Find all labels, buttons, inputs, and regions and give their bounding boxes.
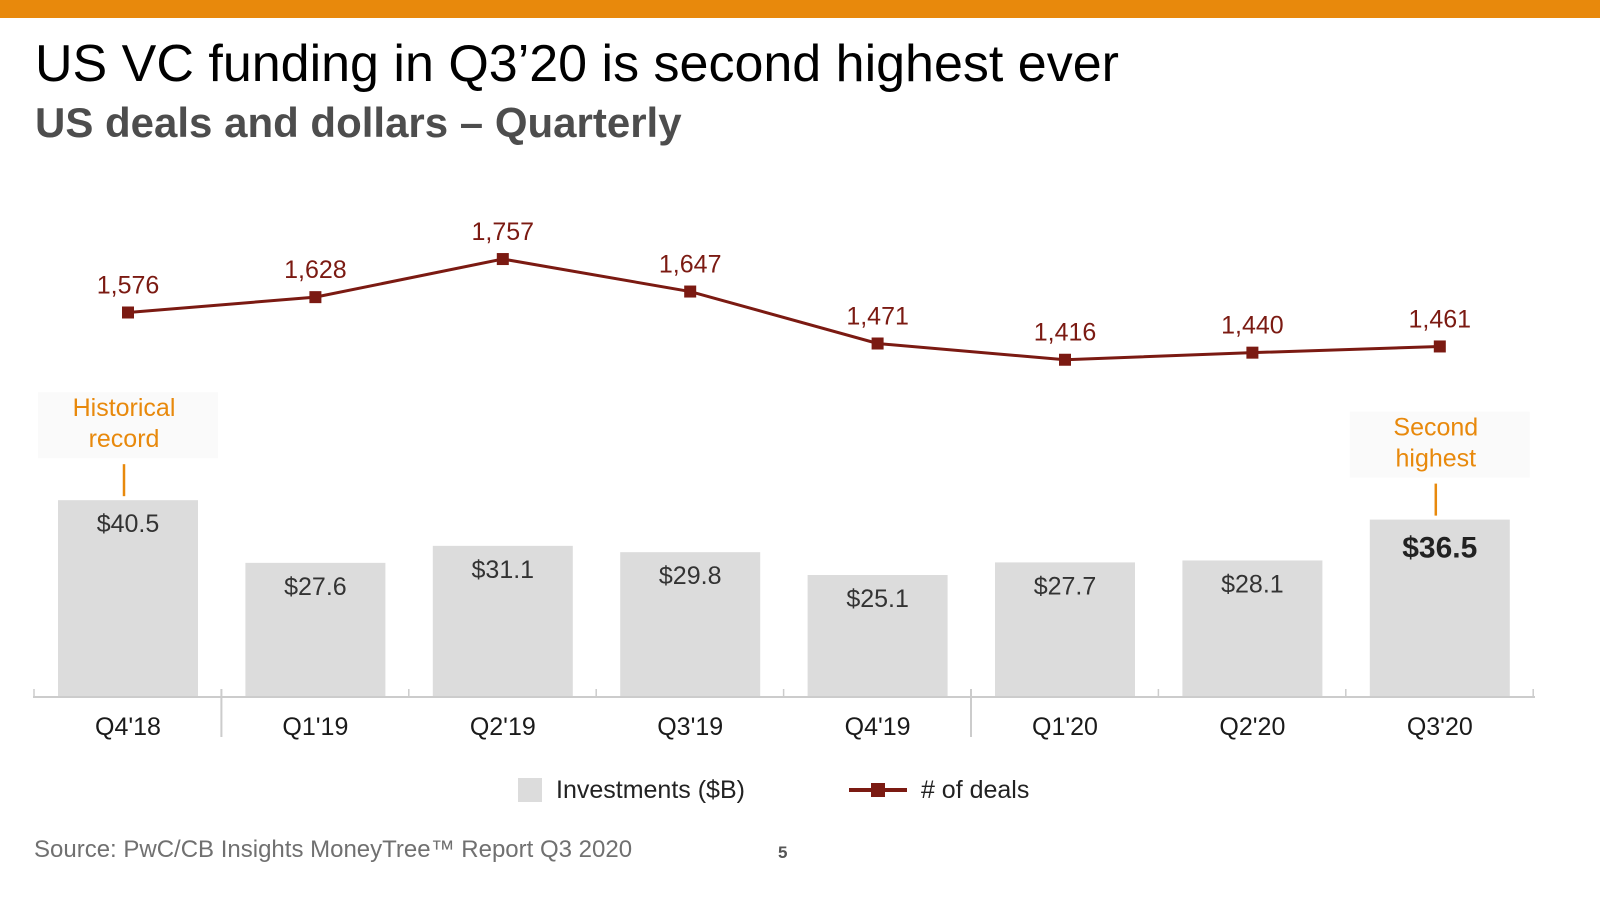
legend-item-investments: Investments ($B) (518, 776, 745, 805)
legend-item-deals: # of deals (848, 775, 1030, 805)
legend-swatch-investments (518, 778, 542, 802)
top-accent-bar (0, 0, 1600, 18)
bar-Q4'19 (807, 575, 948, 697)
bar-value-label: $31.1 (472, 556, 535, 584)
deals-value-label: 1,647 (659, 251, 722, 279)
bar-Q3'19 (620, 552, 761, 697)
bar-value-label: $36.5 (1402, 532, 1477, 565)
deals-point-Q3'20 (1433, 340, 1446, 353)
deals-value-label: 1,471 (846, 303, 909, 331)
x-tick-label: Q3'20 (1407, 713, 1473, 741)
x-tick-label: Q1'20 (1032, 713, 1098, 741)
annotation-label: highest (1395, 445, 1476, 473)
annotation-label: Historical (73, 394, 176, 422)
x-tick-label: Q4'19 (845, 713, 911, 741)
deals-point-Q4'19 (871, 337, 884, 350)
annotation-box (1349, 411, 1530, 478)
deals-point-Q3'19 (684, 285, 697, 298)
bar-value-label: $25.1 (846, 585, 909, 613)
bar-Q4'18 (58, 500, 198, 697)
legend-label-investments: Investments ($B) (556, 775, 745, 804)
bar-value-label: $29.8 (659, 562, 722, 590)
source-note: Source: PwC/CB Insights MoneyTree™ Repor… (34, 836, 633, 863)
annotation-box (38, 392, 218, 459)
deals-point-Q2'19 (496, 253, 509, 266)
bar-Q1'20 (995, 562, 1135, 697)
bar-value-label: $27.7 (1034, 572, 1097, 600)
bar-Q2'20 (1182, 560, 1323, 697)
x-tick-label: Q2'19 (470, 713, 536, 741)
x-tick-label: Q4'18 (95, 713, 161, 741)
chart-legend: Investments ($B) # of deals (518, 774, 1029, 806)
deals-value-label: 1,576 (97, 272, 160, 300)
page-number: 5 (778, 843, 788, 862)
bar-value-label: $28.1 (1221, 570, 1284, 598)
bar-Q3'20 (1369, 519, 1510, 697)
x-tick-label: Q3'19 (657, 713, 723, 741)
deals-value-label: 1,440 (1221, 312, 1284, 340)
page-subtitle: US deals and dollars – Quarterly (35, 99, 682, 146)
page-title: US VC funding in Q3’20 is second highest… (35, 35, 1119, 93)
annotation-label: record (89, 425, 160, 453)
combo-chart: Q4'18 Q1'19 Q2'19 Q3'19 Q4'19 Q1'20 Q2'20 Q3'20… (33, 218, 1535, 741)
bar-Q1'19 (245, 562, 386, 697)
deals-point-Q1'19 (309, 291, 322, 304)
deals-point-Q4'18 (122, 306, 134, 319)
annotation-label: Second (1393, 414, 1478, 442)
legend-swatch-deals (848, 780, 907, 800)
deals-value-label: 1,628 (284, 256, 347, 284)
bar-value-label: $27.6 (284, 573, 347, 601)
deals-value-label: 1,461 (1409, 305, 1472, 333)
deals-point-Q1'20 (1059, 353, 1071, 366)
bar-Q2'19 (432, 545, 573, 697)
deals-line (127, 257, 1440, 362)
x-tick-label: Q1'19 (282, 713, 348, 741)
x-tick-label: Q2'20 (1219, 713, 1285, 741)
deals-value-label: 1,757 (472, 218, 535, 246)
deals-point-Q2'20 (1246, 346, 1259, 359)
legend-label-deals: # of deals (920, 775, 1030, 804)
bar-value-label: $40.5 (97, 510, 160, 538)
deals-value-label: 1,416 (1034, 319, 1097, 347)
